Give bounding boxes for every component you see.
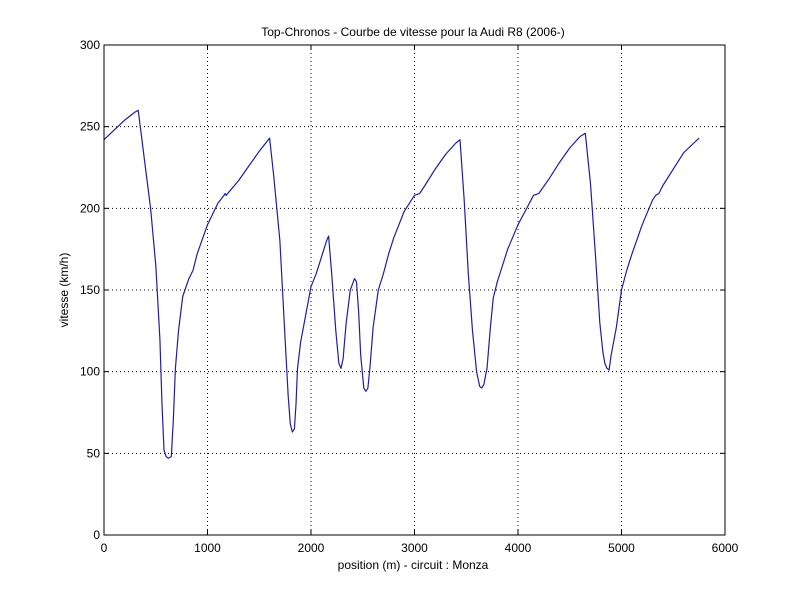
x-tick-label: 0: [101, 541, 108, 555]
y-tick-label: 150: [80, 283, 100, 297]
series-layer: [103, 109, 700, 459]
y-tick-label: 200: [80, 201, 100, 215]
y-tick-label: 0: [93, 528, 100, 542]
x-tick-label: 4000: [505, 541, 532, 555]
y-tick-label: 100: [80, 365, 100, 379]
x-tick-label: 1000: [194, 541, 221, 555]
ticks: 0 1000 2000 3000 4000 5000 6000 0 50 100 150 200 250…: [80, 38, 739, 555]
x-tick-label: 6000: [712, 541, 739, 555]
x-axis-label: position (m) - circuit : Monza: [338, 558, 489, 572]
y-axis-label: vitesse (km/h): [57, 253, 71, 328]
grid: [104, 45, 725, 535]
y-tick-label: 50: [87, 446, 101, 460]
chart-title: Top-Chronos - Courbe de vitesse pour la …: [261, 25, 565, 39]
x-tick-label: 3000: [401, 541, 428, 555]
speed-series-line: [103, 109, 700, 459]
y-tick-label: 300: [80, 38, 100, 52]
x-tick-label: 5000: [608, 541, 635, 555]
x-tick-label: 2000: [298, 541, 325, 555]
y-tick-label: 250: [80, 120, 100, 134]
